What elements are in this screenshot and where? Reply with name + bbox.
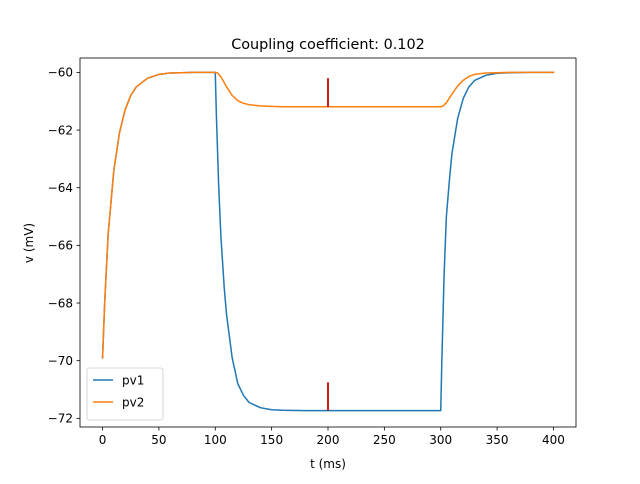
x-tick-label: 250 [373,433,396,447]
chart-title: Coupling coefficient: 0.102 [231,37,425,53]
x-axis-ticks: 0 50 100 150 200 250 300 350 400 [99,427,565,447]
x-tick-label: 0 [99,433,107,447]
legend-label-pv2: pv2 [122,395,144,409]
y-tick-label: −64 [48,181,73,195]
x-axis-label: t (ms) [310,457,346,471]
y-axis-label: v (mV) [22,223,36,263]
y-tick-label: −62 [48,123,73,137]
x-tick-label: 150 [260,433,283,447]
y-tick-label: −60 [48,66,73,80]
y-tick-label: −68 [48,296,73,310]
y-axis-ticks: −72 −70 −68 −66 −64 −62 −60 [48,66,80,426]
series-layer [101,71,555,412]
x-tick-label: 100 [204,433,227,447]
x-tick-label: 200 [317,433,340,447]
x-tick-label: 350 [486,433,509,447]
legend: pv1 pv2 [86,367,164,421]
x-tick-label: 300 [429,433,452,447]
y-tick-label: −72 [48,412,73,426]
series-line-pv2 [101,71,555,359]
x-tick-label: 400 [542,433,565,447]
legend-label-pv1: pv1 [122,373,144,387]
legend-box [86,367,164,421]
y-tick-label: −66 [48,239,73,253]
x-tick-label: 50 [151,433,166,447]
y-tick-label: −70 [48,354,73,368]
